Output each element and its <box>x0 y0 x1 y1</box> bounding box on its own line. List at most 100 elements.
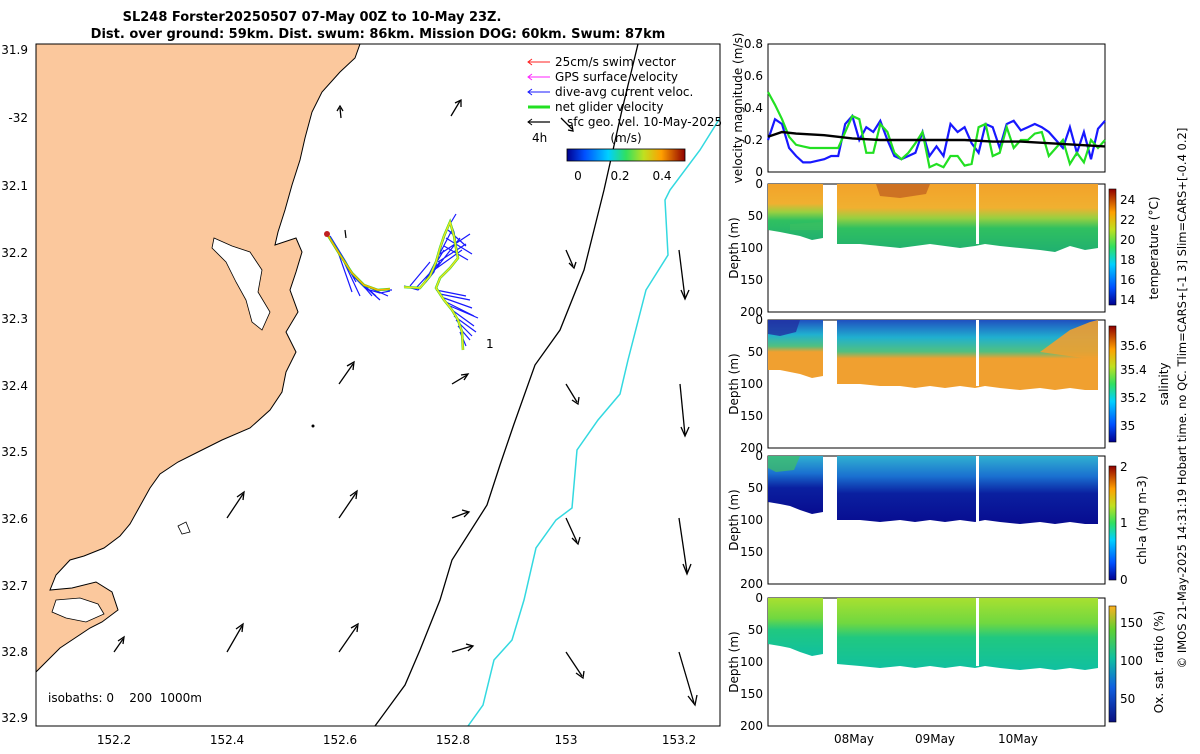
lat-tick: 32.9 <box>1 711 28 725</box>
legend-label: dive-avg current veloc. <box>555 85 693 99</box>
temp-depth-tick: 100 <box>740 241 763 255</box>
sal-cbar-tick: 35.6 <box>1120 339 1147 353</box>
time-axis: 08May 09May 10May <box>834 732 1038 746</box>
velocity-series-line-1 <box>767 91 1106 169</box>
time-tick: 09May <box>915 732 955 746</box>
title-line-2: Dist. over ground: 59km. Dist. swum: 86k… <box>91 27 666 42</box>
lat-tick: 32.2 <box>1 246 28 260</box>
temp-depth-tick: 0 <box>755 177 763 191</box>
chl-ylabel: Depth (m) <box>727 489 741 550</box>
sal-depth-tick: 50 <box>748 345 763 359</box>
temp-cbar-tick: 14 <box>1120 293 1135 307</box>
chl-cbar-tick: 1 <box>1120 516 1128 530</box>
salinity-colorbar <box>1108 325 1117 443</box>
temp-cbar-tick: 16 <box>1120 273 1135 287</box>
ox-cbar-tick: 100 <box>1120 654 1143 668</box>
chl-depth-tick: 0 <box>755 449 763 463</box>
salinity-section: 0 50 100 150 200 Depth (m) 35 35.2 35.4 … <box>727 313 1171 455</box>
velocity-series-line-0 <box>766 113 1106 164</box>
vel-ytick: 0.4 <box>744 101 763 115</box>
lon-tick: 152.6 <box>323 733 357 747</box>
lat-tick: 32.7 <box>1 579 28 593</box>
vel-ytick: 0.8 <box>744 37 763 51</box>
time-tick: 10May <box>998 732 1038 746</box>
lat-tick-labels: 31.9 -32 32.1 32.2 32.3 32.4 32.5 32.6 3… <box>1 43 28 725</box>
lon-tick: 152.2 <box>97 733 131 747</box>
chl-cbar-tick: 0 <box>1120 573 1128 587</box>
temp-cbar-tick: 24 <box>1120 193 1135 207</box>
colorbar-label: (m/s) <box>610 131 641 145</box>
temperature-colorbar <box>1108 188 1117 306</box>
lat-tick: 32.5 <box>1 445 28 459</box>
colorbar-tick: 0.4 <box>652 169 671 183</box>
ox-depth-tick: 100 <box>740 655 763 669</box>
temperature-data <box>837 184 1098 252</box>
temp-cbar-tick: 22 <box>1120 213 1135 227</box>
ox-cbar-tick: 50 <box>1120 692 1135 706</box>
isobath-label: isobaths: 0 200 1000m <box>48 691 202 705</box>
vel-ytick: 0.6 <box>744 69 763 83</box>
sal-depth-tick: 100 <box>740 377 763 391</box>
sal-depth-tick: 0 <box>755 313 763 327</box>
lat-tick: 32.6 <box>1 512 28 526</box>
vel-ylabel: velocity magnitude (m/s) <box>731 33 745 184</box>
temperature-section: 0 50 100 150 200 Depth (m) 14 16 18 20 2… <box>727 177 1161 319</box>
temp-cbar-tick: 20 <box>1120 233 1135 247</box>
isobath-200m <box>374 44 639 726</box>
velocity-lines <box>766 91 1106 169</box>
sal-cbar-tick: 35 <box>1120 419 1135 433</box>
oxygen-data <box>837 598 1098 670</box>
chla-colorbar <box>1108 465 1117 581</box>
legend-label: 25cm/s swim vector <box>555 55 676 69</box>
map-legend: 25cm/s swim vector GPS surface velocity … <box>527 55 722 183</box>
time-marker: 4h <box>532 131 547 145</box>
glider-track: 1 <box>324 213 494 351</box>
lat-tick: 32.1 <box>1 179 28 193</box>
geo-velocity-arrows <box>113 98 698 707</box>
ox-ylabel: Depth (m) <box>727 631 741 692</box>
chla-data <box>837 456 1098 524</box>
temp-depth-tick: 50 <box>748 209 763 223</box>
track-end-label: 1 <box>486 337 494 351</box>
chl-depth-tick: 150 <box>740 545 763 559</box>
lat-tick: 32.3 <box>1 312 28 326</box>
velocity-panel: 0 0.2 0.4 0.6 0.8 velocity magnitude (m/… <box>731 33 1106 184</box>
lon-tick: 153 <box>555 733 578 747</box>
temp-cbar-label: temperature (°C) <box>1147 197 1161 300</box>
oxygen-section: 0 50 100 150 200 Depth (m) 50 100 150 Ox… <box>727 591 1166 733</box>
lon-tick-labels: 152.2 152.4 152.6 152.8 153 153.2 <box>97 733 696 747</box>
oxygen-colorbar <box>1108 605 1117 723</box>
ox-cbar-label: Ox. sat. ratio (%) <box>1152 611 1166 713</box>
chl-cbar-tick: 2 <box>1120 460 1128 474</box>
isobath-1000m <box>467 117 720 726</box>
ox-depth-tick: 50 <box>748 623 763 637</box>
lat-tick: 32.8 <box>1 645 28 659</box>
lon-tick: 152.4 <box>210 733 244 747</box>
lon-tick: 152.8 <box>436 733 470 747</box>
legend-label: GPS surface velocity <box>555 70 678 84</box>
lat-tick: 31.9 <box>1 43 28 57</box>
temp-depth-tick: 200 <box>740 305 763 319</box>
speed-colorbar <box>566 148 686 162</box>
ox-cbar-tick: 150 <box>1120 616 1143 630</box>
chl-depth-tick: 50 <box>748 481 763 495</box>
velocity-series-line-2 <box>767 130 1106 148</box>
chl-depth-tick: 100 <box>740 513 763 527</box>
lat-tick: 32.4 <box>1 379 28 393</box>
chl-depth-tick: 200 <box>740 577 763 591</box>
vel-ytick: 0.2 <box>744 133 763 147</box>
legend-label: net glider velocity <box>555 100 663 114</box>
sal-depth-tick: 200 <box>740 441 763 455</box>
temp-cbar-tick: 18 <box>1120 253 1135 267</box>
oxygen-data <box>768 598 823 656</box>
salinity-data <box>837 320 1098 390</box>
temp-depth-tick: 150 <box>740 273 763 287</box>
legend-label: sfc geo. vel. 10-May-2025 <box>567 115 722 129</box>
sal-cbar-tick: 35.2 <box>1120 391 1147 405</box>
lat-tick: -32 <box>8 111 28 125</box>
lon-tick: 153.2 <box>662 733 696 747</box>
sal-ylabel: Depth (m) <box>727 353 741 414</box>
map-panel: 1 31.9 -32 32.1 32.2 32.3 32.4 32.5 32.6… <box>1 43 722 747</box>
colorbar-tick: 0 <box>574 169 582 183</box>
